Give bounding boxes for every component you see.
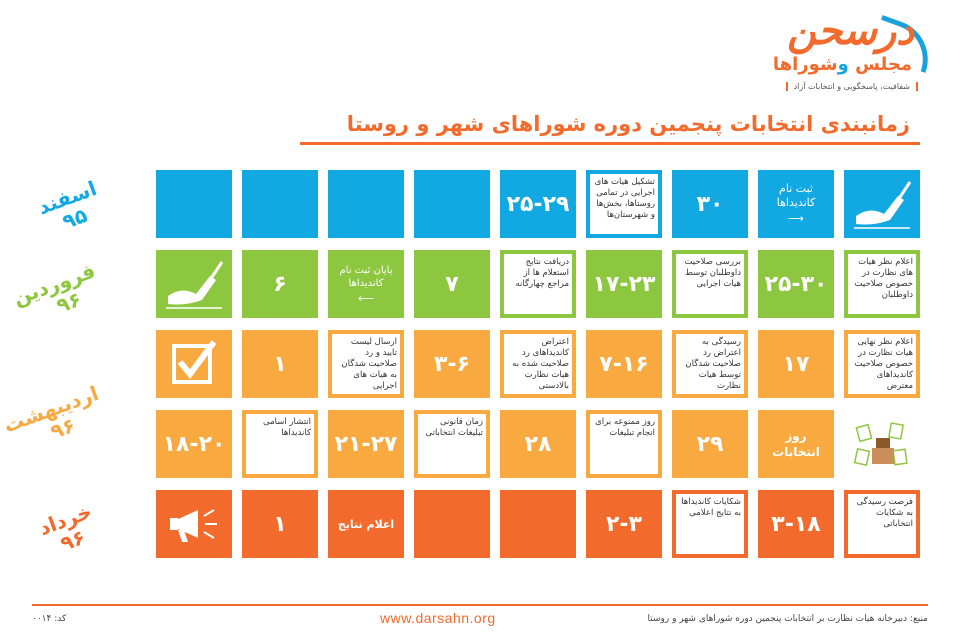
- cell-event: روز ممنوعه برای انجام تبلیغات: [586, 410, 662, 478]
- logo-script: درسحن: [787, 8, 916, 54]
- hand-writing-icon: [854, 181, 912, 229]
- cell-event: تشکیل هیات های اجرایی در تمامی روستاها، …: [586, 170, 662, 238]
- cell-date: ۷: [414, 250, 490, 318]
- logo-tagline: شفافیت، پاسخگویی و انتخابات آزاد: [785, 82, 918, 91]
- cell-event: بررسی صلاحیت داوطلبان توسط هیات اجرایی: [672, 250, 748, 318]
- arrow-right-icon: ⟶: [788, 212, 804, 225]
- cell-event: انتشار اسامی کاندیداها: [242, 410, 318, 478]
- cell-date: ۷-۱۶: [586, 330, 662, 398]
- cell-empty: [414, 170, 490, 238]
- row-label-farvardin: فروردین ۹۶: [9, 258, 99, 318]
- cell-event: فرصت رسیدگی به شکایات انتخاباتی: [844, 490, 920, 558]
- cell-registration-start: ثبت نام کاندیداها ⟶: [758, 170, 834, 238]
- cell-date: ۱۷-۲۳: [586, 250, 662, 318]
- title-underline: [300, 142, 920, 145]
- cell-election-day: روز انتخابات: [758, 410, 834, 478]
- cell-empty: [328, 170, 404, 238]
- cell-empty: [500, 490, 576, 558]
- cell-results: اعلام نتایج: [328, 490, 404, 558]
- logo[interactable]: درسحن مجلس وشوراها شفافیت، پاسخگویی و ان…: [678, 8, 940, 102]
- checkbox-icon: [172, 340, 217, 384]
- cell-date: ۲۸: [500, 410, 576, 478]
- cell-date: ۳-۱۸: [758, 490, 834, 558]
- cell-megaphone-icon: [156, 490, 232, 558]
- cell-event: زمان قانونی تبلیغات انتخاباتی: [414, 410, 490, 478]
- footer-url-link[interactable]: www.darsahn.org: [380, 610, 496, 626]
- cell-date: ۲۵-۲۹: [500, 170, 576, 238]
- cell-date: ۱۷: [758, 330, 834, 398]
- cell-writing-icon: [844, 170, 920, 238]
- cell-empty: [242, 170, 318, 238]
- footer-code: کد: ۰۰۱۴: [32, 614, 67, 624]
- cell-date: ۲۵-۳۰: [758, 250, 834, 318]
- ballot-box-icon: [853, 422, 908, 466]
- cell-writing-icon: [156, 250, 232, 318]
- row-label-ordibehesht: اردیبهشت ۹۶: [0, 380, 102, 444]
- cell-event: ارسال لیست تایید و رد صلاحیت شدگان به هی…: [328, 330, 404, 398]
- cell-registration-end: پایان ثبت نام کاندیداها ⟵: [328, 250, 404, 318]
- hand-writing-icon: [166, 261, 224, 309]
- cell-date: ۳-۶: [414, 330, 490, 398]
- footer-source: منبع: دبیرخانه هیات نظارت بر انتخابات پن…: [647, 614, 928, 624]
- cell-event: اعتراض کاندیداهای رد صلاحیت شده به هیات …: [500, 330, 576, 398]
- cell-date: ۶: [242, 250, 318, 318]
- cell-ballot-icon: [844, 410, 920, 478]
- cell-date: ۲-۳: [586, 490, 662, 558]
- cell-event: اعلام نظر هیات های نظارت در خصوص صلاحیت …: [844, 250, 920, 318]
- row-label-khordad: خرداد ۹۶: [35, 499, 95, 556]
- logo-main: مجلس وشوراها: [772, 54, 912, 75]
- page-title: زمانبندی انتخابات پنجمین دوره شوراهای شه…: [346, 112, 910, 136]
- cell-empty: [156, 170, 232, 238]
- arrow-left-icon: ⟵: [358, 291, 374, 305]
- cell-date: ۳۰: [672, 170, 748, 238]
- cell-empty: [414, 490, 490, 558]
- cell-date: ۱۸-۲۰: [156, 410, 232, 478]
- cell-event: شکایات کاندیداها به نتایج اعلامی: [672, 490, 748, 558]
- cell-event: دریافت نتایج استعلام ها از مراجع چهارگان…: [500, 250, 576, 318]
- cell-date: ۱: [242, 330, 318, 398]
- row-label-esfand: اسفند ۹۵: [34, 176, 100, 234]
- megaphone-icon: [170, 509, 217, 542]
- cell-event: رسیدگی به اعتراض رد صلاحیت شدگان توسط هی…: [672, 330, 748, 398]
- cell-date: ۱: [242, 490, 318, 558]
- cell-event: اعلام نظر نهایی هیات نظارت در خصوص صلاحی…: [844, 330, 920, 398]
- cell-checkbox-icon: [156, 330, 232, 398]
- cell-date: ۲۱-۲۷: [328, 410, 404, 478]
- footer-divider: [32, 604, 928, 606]
- cell-date: ۲۹: [672, 410, 748, 478]
